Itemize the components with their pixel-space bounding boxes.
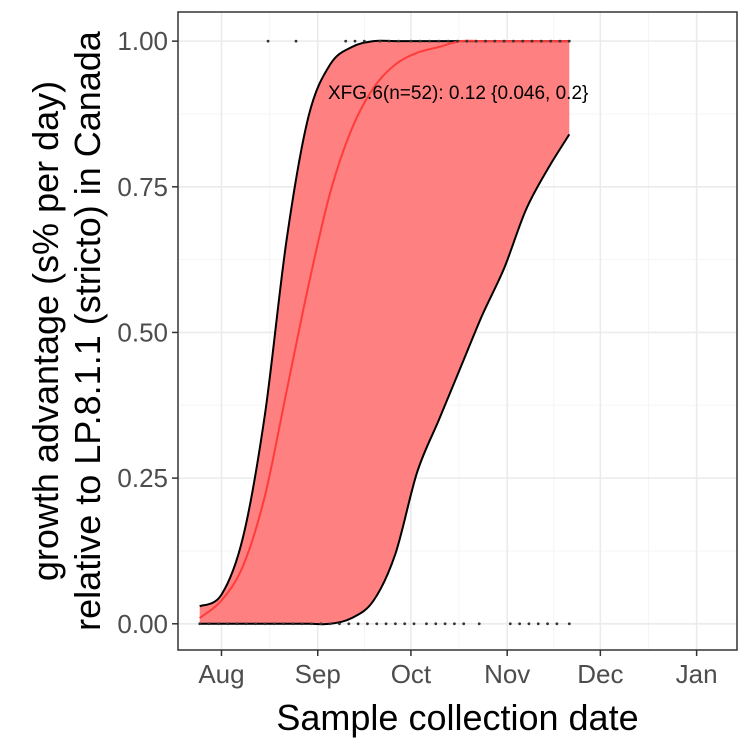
observation-point <box>446 39 450 43</box>
observation-point <box>493 39 497 43</box>
observation-point <box>291 622 295 626</box>
x-tick-label: Aug <box>198 659 244 689</box>
x-axis-title: Sample collection date <box>276 697 638 738</box>
fit-annotation: XFG.6(n=52): 0.12 {0.046, 0.2} <box>328 83 588 104</box>
observation-point <box>207 622 211 626</box>
observation-point <box>356 622 360 626</box>
observation-point <box>539 39 543 43</box>
observation-point <box>567 39 571 43</box>
observation-point <box>347 622 351 626</box>
observation-point <box>456 39 459 43</box>
observation-point <box>403 622 407 626</box>
observation-point <box>353 39 357 43</box>
observation-point <box>235 622 239 626</box>
observation-points <box>198 39 571 626</box>
observation-point <box>387 39 391 43</box>
x-tick-label: Nov <box>484 659 530 689</box>
observation-point <box>216 622 220 626</box>
observation-point <box>328 622 332 626</box>
observation-point <box>282 622 285 626</box>
observation-point <box>425 622 428 626</box>
observation-point <box>437 39 441 43</box>
observation-point <box>266 39 270 43</box>
observation-point <box>272 622 276 626</box>
observation-point <box>412 622 416 626</box>
y-axis-ticks: 0.00 0.25 0.50 0.75 1.00 <box>117 26 178 639</box>
observation-point <box>366 622 369 626</box>
x-tick-label: Oct <box>391 659 432 689</box>
y-tick-label: 1.00 <box>117 26 168 56</box>
observation-point <box>226 622 230 626</box>
observation-point <box>294 39 298 43</box>
y-tick-label: 0.75 <box>117 172 168 202</box>
y-tick-label: 0.25 <box>117 463 168 493</box>
observation-point <box>477 622 481 626</box>
x-tick-label: Dec <box>577 659 623 689</box>
observation-point <box>558 39 562 43</box>
observation-point <box>536 622 540 626</box>
observation-point <box>338 622 341 626</box>
observation-point <box>549 39 553 43</box>
confidence-ribbon <box>199 40 570 625</box>
observation-point <box>393 622 397 626</box>
y-axis-title-line-1: growth advantage (s% per day) <box>25 81 66 581</box>
observation-point <box>546 622 549 626</box>
observation-point <box>375 622 379 626</box>
observation-point <box>198 622 202 626</box>
x-axis-ticks: Aug Sep Oct Nov Dec Jan <box>198 650 718 689</box>
x-tick-label: Sep <box>295 659 341 689</box>
observation-point <box>428 39 431 43</box>
observation-point <box>465 39 469 43</box>
observation-point <box>555 622 559 626</box>
y-tick-label: 0.00 <box>117 609 168 639</box>
observation-point <box>319 622 323 626</box>
observation-point <box>244 622 248 626</box>
observation-point <box>344 39 348 43</box>
observation-point <box>474 39 478 43</box>
panel-border <box>177 11 738 651</box>
observation-point <box>409 39 413 43</box>
observation-point <box>300 622 304 626</box>
observation-point <box>434 622 438 626</box>
observation-point <box>397 39 400 43</box>
observation-point <box>384 622 388 626</box>
observation-point <box>484 39 487 43</box>
observation-point <box>508 622 512 626</box>
observation-point <box>310 622 313 626</box>
observation-point <box>263 622 267 626</box>
observation-point <box>512 39 515 43</box>
observation-point <box>530 39 534 43</box>
observation-point <box>362 39 366 43</box>
observation-point <box>418 39 422 43</box>
x-tick-label: Jan <box>676 659 718 689</box>
observation-point <box>521 39 525 43</box>
observation-point <box>518 622 522 626</box>
observation-point <box>567 622 571 626</box>
y-axis-title-line-2: relative to LP.8.1.1 (stricto) in Canada <box>67 30 108 631</box>
observation-point <box>502 39 506 43</box>
observation-point <box>462 622 466 626</box>
observation-point <box>527 622 531 626</box>
y-tick-label: 0.50 <box>117 317 168 347</box>
observation-point <box>452 622 456 626</box>
observation-point <box>378 39 382 43</box>
observation-point <box>443 622 447 626</box>
observation-point <box>254 622 258 626</box>
